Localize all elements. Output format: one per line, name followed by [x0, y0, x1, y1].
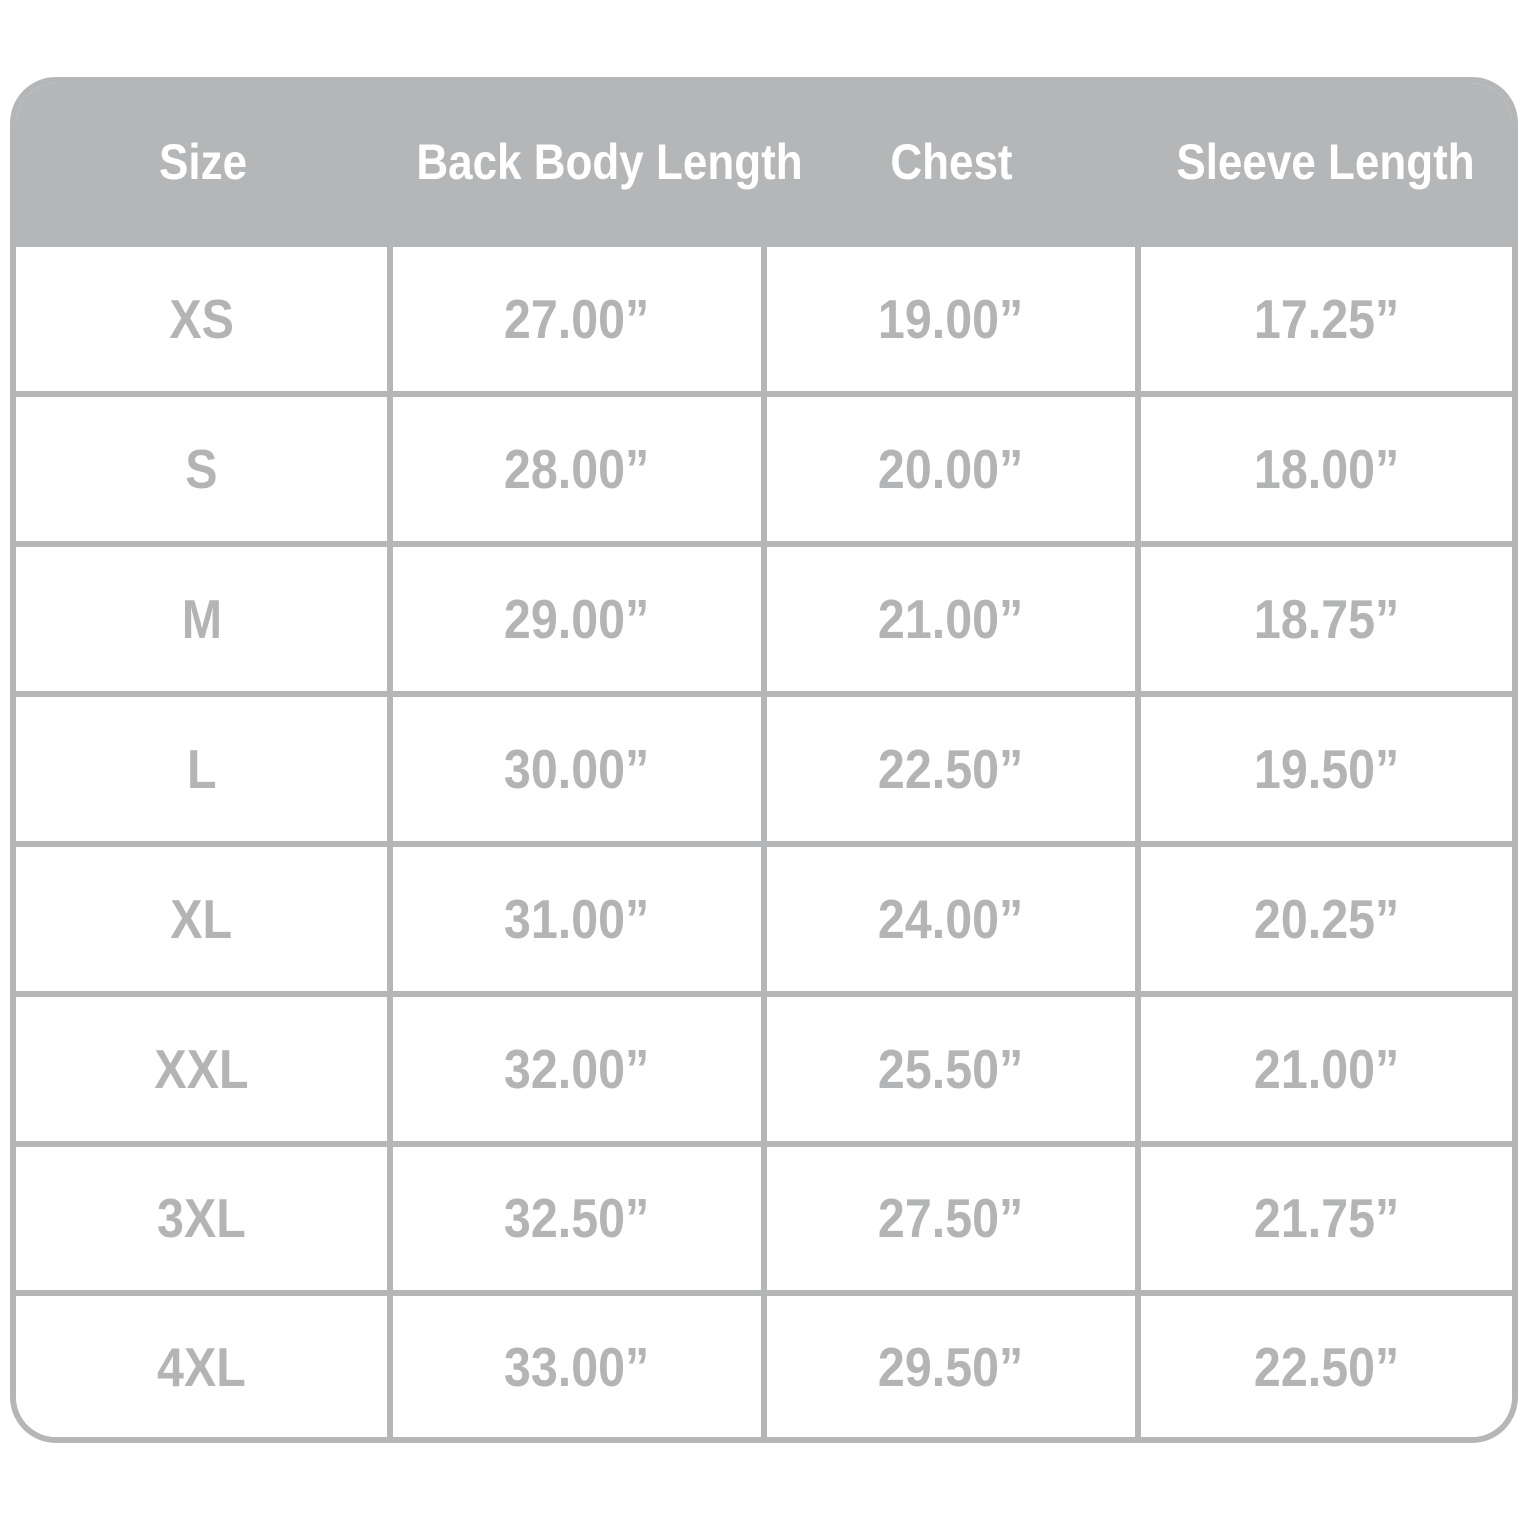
cell-size: XL [16, 840, 393, 997]
table-row-xl: XL 31.00” 24.00” 20.25” [16, 840, 1512, 997]
cell-value: 29.00” [504, 587, 650, 650]
cell-value: 25.50” [878, 1037, 1024, 1100]
header-cell-chest: Chest [764, 83, 1138, 244]
cell-value: L [186, 737, 217, 800]
size-chart: Size Back Body Length Chest Sleeve Lengt… [16, 83, 1512, 1437]
cell-size: 3XL [16, 1140, 393, 1297]
cell-size: L [16, 690, 393, 847]
cell-sleeve-length: 21.00” [1135, 990, 1512, 1147]
cell-value: 33.00” [504, 1335, 650, 1398]
cell-value: M [181, 587, 222, 650]
cell-value: 27.50” [878, 1187, 1024, 1250]
cell-value: 27.00” [504, 287, 650, 350]
header-label-size: Size [158, 134, 248, 190]
cell-chest: 25.50” [761, 990, 1141, 1147]
cell-back-body-length: 31.00” [387, 840, 767, 997]
cell-chest: 29.50” [761, 1290, 1141, 1437]
cell-sleeve-length: 18.00” [1135, 390, 1512, 547]
header-label-chest: Chest [889, 134, 1013, 190]
cell-value: 4XL [157, 1335, 246, 1398]
table-row-xxl: XXL 32.00” 25.50” 21.00” [16, 990, 1512, 1147]
cell-value: 22.50” [1253, 1335, 1400, 1398]
table-row-m: M 29.00” 21.00” 18.75” [16, 540, 1512, 697]
cell-value: 24.00” [878, 887, 1024, 950]
cell-sleeve-length: 20.25” [1135, 840, 1512, 997]
cell-chest: 24.00” [761, 840, 1141, 997]
cell-value: 18.00” [1253, 437, 1400, 500]
header-row: Size Back Body Length Chest Sleeve Lengt… [16, 83, 1512, 244]
cell-value: 21.75” [1253, 1187, 1400, 1250]
table-row-4xl: 4XL 33.00” 29.50” 22.50” [16, 1290, 1512, 1437]
cell-value: 19.00” [878, 287, 1024, 350]
cell-back-body-length: 32.00” [387, 990, 767, 1147]
cell-chest: 22.50” [761, 690, 1141, 847]
cell-value: 18.75” [1253, 587, 1400, 650]
cell-value: 32.50” [504, 1187, 650, 1250]
header-cell-size: Size [16, 83, 390, 244]
table-row-xs: XS 27.00” 19.00” 17.25” [16, 241, 1512, 397]
cell-value: 30.00” [504, 737, 650, 800]
cell-value: 28.00” [504, 437, 650, 500]
cell-sleeve-length: 22.50” [1135, 1290, 1512, 1437]
cell-sleeve-length: 19.50” [1135, 690, 1512, 847]
cell-size: M [16, 540, 393, 697]
cell-sleeve-length: 18.75” [1135, 540, 1512, 697]
cell-sleeve-length: 21.75” [1135, 1140, 1512, 1297]
header-label-sleeve-length: Sleeve Length [1175, 134, 1475, 190]
cell-value: S [185, 437, 218, 500]
cell-size: XS [16, 241, 393, 397]
table-row-l: L 30.00” 22.50” 19.50” [16, 690, 1512, 847]
cell-back-body-length: 32.50” [387, 1140, 767, 1297]
size-chart-table: Size Back Body Length Chest Sleeve Lengt… [10, 77, 1518, 1443]
cell-value: 21.00” [878, 587, 1024, 650]
cell-value: XXL [154, 1037, 249, 1100]
header-label-back-body-length: Back Body Length [416, 134, 803, 190]
cell-back-body-length: 29.00” [387, 540, 767, 697]
cell-value: XS [169, 287, 234, 350]
header-cell-sleeve-length: Sleeve Length [1138, 83, 1512, 244]
cell-value: 22.50” [878, 737, 1024, 800]
cell-back-body-length: 28.00” [387, 390, 767, 547]
cell-sleeve-length: 17.25” [1135, 241, 1512, 397]
cell-value: 20.00” [878, 437, 1024, 500]
cell-value: 21.00” [1253, 1037, 1400, 1100]
table-row-s: S 28.00” 20.00” 18.00” [16, 390, 1512, 547]
size-chart-body: XS 27.00” 19.00” 17.25” S 28.00” 20.00” … [16, 241, 1512, 1437]
cell-size: S [16, 390, 393, 547]
cell-value: 31.00” [504, 887, 650, 950]
cell-value: 20.25” [1253, 887, 1400, 950]
cell-value: 29.50” [878, 1335, 1024, 1398]
cell-back-body-length: 30.00” [387, 690, 767, 847]
cell-size: 4XL [16, 1290, 393, 1437]
cell-back-body-length: 33.00” [387, 1290, 767, 1437]
cell-size: XXL [16, 990, 393, 1147]
cell-chest: 21.00” [761, 540, 1141, 697]
cell-chest: 20.00” [761, 390, 1141, 547]
cell-chest: 19.00” [761, 241, 1141, 397]
cell-value: XL [170, 887, 233, 950]
size-chart-header: Size Back Body Length Chest Sleeve Lengt… [16, 83, 1512, 244]
cell-value: 3XL [157, 1187, 246, 1250]
cell-value: 19.50” [1253, 737, 1400, 800]
cell-value: 17.25” [1253, 287, 1400, 350]
cell-value: 32.00” [504, 1037, 650, 1100]
table-row-3xl: 3XL 32.50” 27.50” 21.75” [16, 1140, 1512, 1297]
cell-chest: 27.50” [761, 1140, 1141, 1297]
header-cell-back-body-length: Back Body Length [390, 83, 803, 244]
cell-back-body-length: 27.00” [387, 241, 767, 397]
